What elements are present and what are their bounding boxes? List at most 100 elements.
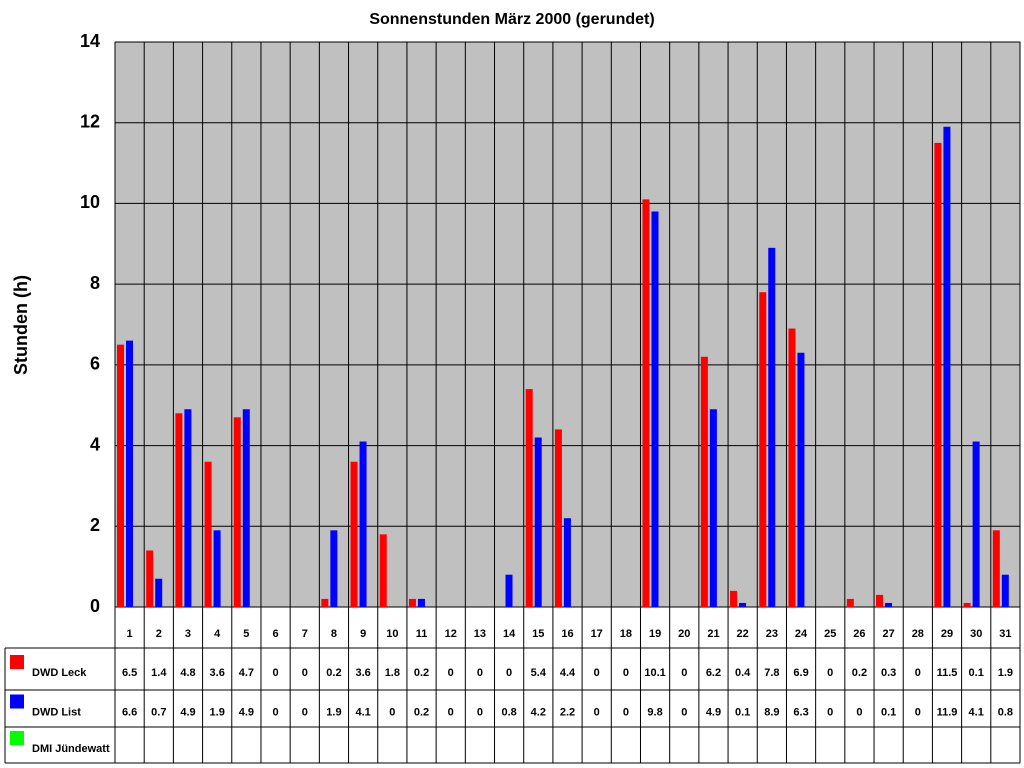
x-tick-label: 5 [243,628,249,640]
table-value: 3.6 [210,667,225,679]
table-value: 8.9 [764,706,779,718]
x-tick-label: 25 [824,628,836,640]
bar [963,602,971,607]
bar [184,409,192,607]
bar [846,598,854,607]
table-value: 4.9 [239,706,254,718]
bar [175,413,183,607]
y-tick-label: 4 [90,434,100,454]
bar [350,461,358,607]
x-tick-label: 30 [970,628,982,640]
bar [505,574,513,607]
table-value: 0 [302,667,308,679]
table-value: 6.3 [793,706,808,718]
y-tick-label: 6 [90,354,100,374]
bar [321,598,329,607]
x-tick-label: 22 [737,628,749,640]
table-value: 1.9 [210,706,225,718]
x-tick-label: 3 [185,628,191,640]
x-tick-label: 26 [853,628,865,640]
x-tick-label: 24 [795,628,808,640]
bar [876,594,884,607]
table-value: 4.1 [355,706,370,718]
bar [242,409,250,607]
x-tick-label: 11 [416,628,428,640]
table-value: 0.8 [998,706,1013,718]
x-tick-label: 8 [331,628,337,640]
table-value: 0.3 [881,667,896,679]
table-value: 4.8 [180,667,195,679]
table-value: 1.4 [151,667,167,679]
table-value: 0 [477,667,483,679]
table-value: 11.9 [937,706,958,718]
y-tick-label: 12 [80,111,100,131]
table-value: 0 [594,667,600,679]
table-value: 3.6 [355,667,370,679]
bar [417,598,425,607]
x-tick-label: 12 [445,628,457,640]
bar [992,530,1000,607]
table-value: 1.8 [385,667,400,679]
x-tick-label: 14 [503,628,516,640]
table-value: 0 [477,706,483,718]
x-tick-label: 16 [561,628,573,640]
bar [651,211,659,607]
x-tick-label: 27 [883,628,895,640]
bar [885,602,893,607]
legend-key [10,694,24,709]
bar [379,534,387,607]
table-value: 0 [389,706,395,718]
bar [359,441,367,607]
table-value: 0 [273,706,279,718]
table-value: 0 [827,706,833,718]
legend-label: DMI Jündewatt [32,743,110,755]
x-tick-label: 10 [386,628,398,640]
bar [155,578,163,607]
bar [204,461,212,607]
table-value: 4.9 [706,706,721,718]
x-tick-label: 29 [941,628,953,640]
legend-label: DWD List [32,706,81,718]
table-value: 4.7 [239,667,254,679]
bar [563,518,571,607]
table-value: 0 [302,706,308,718]
y-tick-label: 8 [90,273,100,293]
table-value: 2.2 [560,706,575,718]
table-value: 0.2 [414,706,429,718]
bar [117,344,124,607]
bar [233,417,241,607]
table-value: 0.8 [501,706,516,718]
legend-key [10,731,24,745]
x-tick-label: 20 [678,628,690,640]
x-tick-label: 13 [474,628,486,640]
table-value: 0 [681,706,687,718]
table-value: 0 [448,706,454,718]
table-value: 4.4 [560,667,576,679]
table-value: 0 [827,667,833,679]
table-value: 0 [448,667,454,679]
bar [408,598,416,607]
bar [554,429,562,607]
y-tick-label: 0 [90,596,100,616]
table-value: 9.8 [647,706,662,718]
table-value: 6.2 [706,667,721,679]
x-tick-label: 4 [214,628,221,640]
table-value: 11.5 [937,667,958,679]
table-value: 0.4 [735,667,751,679]
bar [739,602,747,607]
chart-title: Sonnenstunden März 2000 (gerundet) [369,11,654,28]
x-tick-label: 6 [273,628,279,640]
y-axis-label: Stunden (h) [11,275,31,375]
table-value: 10.1 [644,667,665,679]
bar [934,142,942,607]
table-value: 0.1 [881,706,896,718]
x-tick-label: 18 [620,628,632,640]
table-value: 0.1 [735,706,750,718]
table-value: 0 [915,706,921,718]
x-tick-label: 2 [156,628,162,640]
table-value: 0.2 [326,667,341,679]
table-value: 7.8 [764,667,779,679]
table-value: 0.7 [151,706,166,718]
bar [525,389,533,607]
